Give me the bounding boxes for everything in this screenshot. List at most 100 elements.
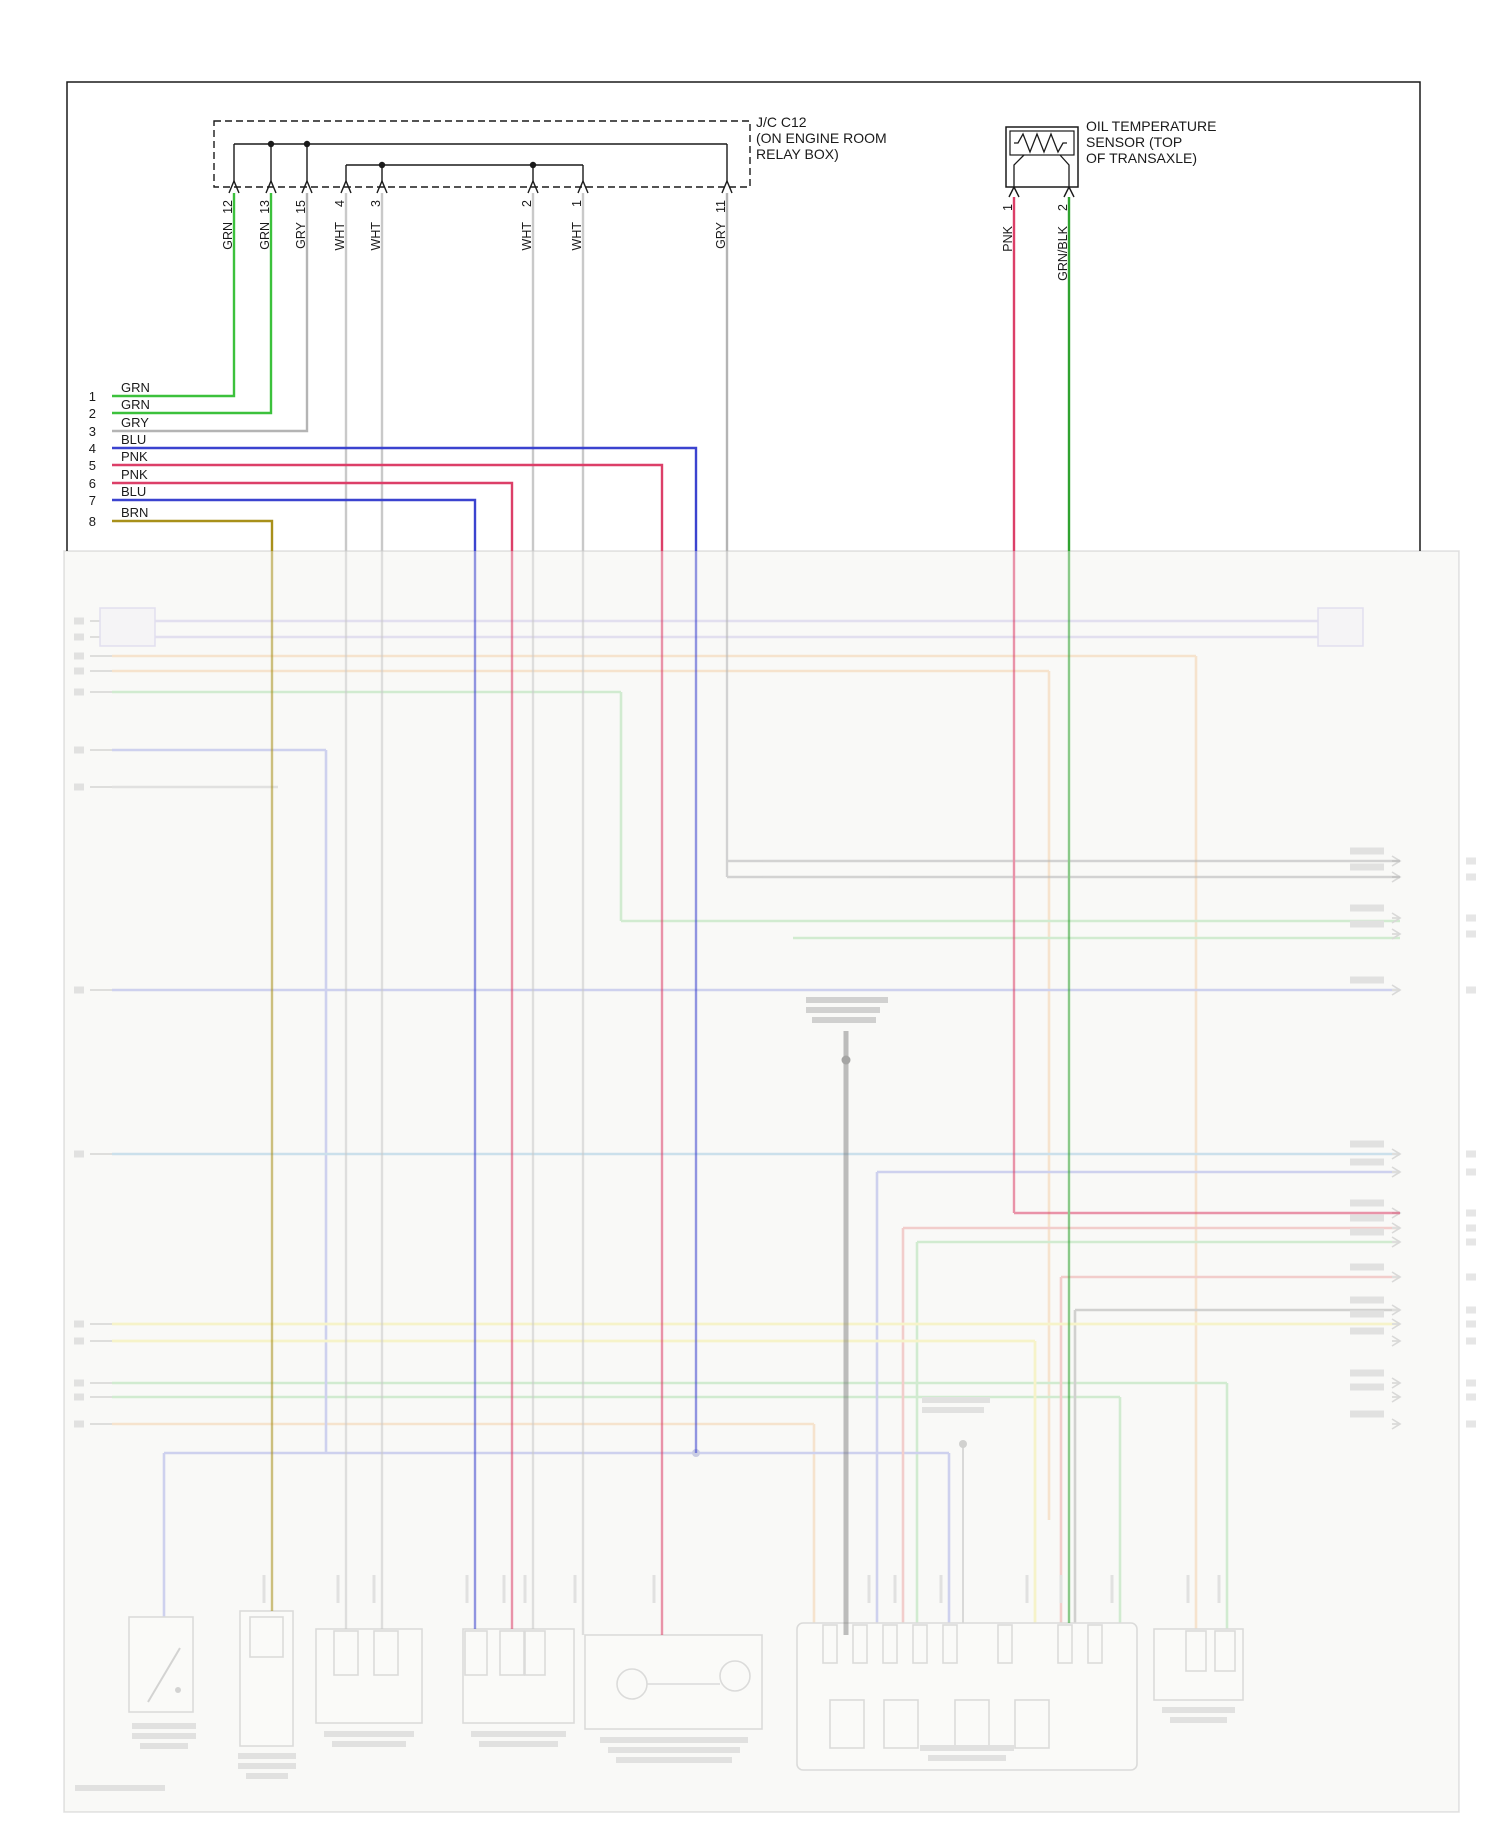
sensor-pin-1-color: PNK (1001, 225, 1015, 251)
junction-dashed-box (213, 120, 751, 188)
faded-component-box-1 (128, 1616, 194, 1713)
left-pin-2-color: GRN (121, 397, 150, 412)
junction-pin-stubs (233, 144, 728, 181)
faded-component-box-3-pin-a (333, 1630, 359, 1676)
faded-box6-pin (1087, 1624, 1103, 1664)
faded-component-box-7-pin-b (1214, 1630, 1236, 1672)
faded-yellow-wires (112, 1322, 1400, 1623)
junction-pin-11-color: GRY (714, 221, 728, 249)
faded-blue-wires (112, 748, 1400, 1623)
junction-pin-3-color: WHT (369, 222, 383, 251)
junction-label-line2: (ON ENGINE ROOM (756, 130, 887, 146)
faded-pin-labels (262, 1575, 1221, 1603)
faded-component-box-7 (1153, 1628, 1244, 1701)
faded-box6-pin (1057, 1624, 1073, 1664)
junction-pin-3-number: 3 (369, 200, 383, 207)
junction-pin-2-color: WHT (520, 222, 534, 251)
faded-component-box-5 (584, 1634, 763, 1730)
junction-pin-4-number: 4 (333, 200, 347, 207)
resistor-zigzag-icon (1014, 132, 1067, 154)
faded-switch-symbol (147, 1647, 181, 1703)
faded-darkgray-wire (1073, 1308, 1400, 1623)
faded-red-wires (901, 1226, 1400, 1623)
faded-box6-pin (882, 1624, 898, 1664)
left-pin-8-number: 8 (89, 514, 96, 529)
left-pin-8-color: BRN (121, 505, 148, 520)
wire-blu-row4 (112, 446, 698, 551)
main-wires (112, 193, 1071, 551)
faded-left-stubs (90, 620, 112, 1425)
faded-label-bars-mid (922, 1397, 990, 1413)
faded-connector-block-right (1317, 607, 1364, 647)
faded-orange-wires (112, 654, 1198, 1629)
wire-gry-15 (112, 193, 309, 433)
left-pin-7-color: BLU (121, 484, 146, 499)
wire-gry-11-cont (725, 551, 1400, 879)
junction-pin-12-color: GRN (221, 222, 235, 250)
faded-component-box-2-inner (249, 1616, 284, 1658)
faded-component-box-6 (796, 1622, 1138, 1771)
faded-connector-block-left (99, 607, 156, 647)
faded-component-box-7-pin-a (1185, 1630, 1207, 1672)
faded-left-pin-numbers (74, 617, 84, 1428)
faded-box6-pin (822, 1624, 838, 1664)
faded-right-wire-labels (1350, 847, 1384, 1418)
sensor-pin-1-number: 1 (1001, 204, 1015, 211)
wire-pnk-row6 (112, 481, 514, 551)
junction-pin-12-number: 12 (221, 200, 235, 214)
trunk-dot (841, 1055, 851, 1065)
junction-pin-11-number: 11 (714, 200, 728, 213)
faded-box6-cell (1014, 1699, 1050, 1749)
junction-label-line3: RELAY BOX) (756, 146, 839, 162)
faded-component-box-4-pin-b (499, 1630, 525, 1676)
junction-pin-15-number: 15 (294, 200, 308, 214)
left-pin-3-number: 3 (89, 424, 96, 439)
junction-pin-13-color: GRN (258, 222, 272, 250)
junction-label-line1: J/C C12 (756, 114, 807, 130)
wire-brn-row8 (112, 519, 274, 551)
sensor-pin-2-color: GRN/BLK (1056, 225, 1070, 281)
page-borders (66, 81, 1421, 551)
oil-temp-sensor: OIL TEMPERATURE SENSOR (TOP OF TRANSAXLE… (1001, 118, 1216, 281)
faded-sheet-tint (64, 551, 1459, 1812)
junction-pin-13-number: 13 (258, 200, 272, 214)
wire-grn-12 (112, 193, 236, 398)
left-pin-5-color: PNK (121, 449, 148, 464)
junction-pin-15-color: GRY (294, 221, 308, 249)
faded-component-box-5-circle-b (719, 1660, 751, 1692)
wire-pnk-sensor-cont (1012, 551, 1400, 1215)
left-connector-rows: 1 GRN 2 GRN 3 GRY 4 BLU 5 PNK 6 PNK 7 BL… (89, 380, 150, 529)
sensor-leads (1013, 154, 1070, 187)
left-pin-6-color: PNK (121, 467, 148, 482)
left-pin-4-number: 4 (89, 441, 96, 456)
faded-box6-cell (883, 1699, 919, 1749)
left-pin-3-color: GRY (121, 415, 149, 430)
wire-blu-row7 (112, 498, 477, 551)
faded-sheet-border (63, 550, 1460, 1813)
left-pin-4-color: BLU (121, 432, 146, 447)
left-pin-5-number: 5 (89, 458, 96, 473)
faded-purple-wires (155, 619, 1318, 639)
faded-components (128, 1610, 1244, 1771)
junction-pin-4-color: WHT (333, 222, 347, 251)
sensor-label-line3: OF TRANSAXLE) (1086, 150, 1197, 166)
faded-component-box-4-pin-a (464, 1630, 488, 1676)
faded-box6-cell (954, 1699, 990, 1749)
faded-diagram (63, 550, 1476, 1813)
junction-pin-2-number: 2 (520, 200, 534, 207)
wire-pnk-row5 (112, 463, 664, 551)
sensor-label-line1: OIL TEMPERATURE (1086, 118, 1216, 134)
faded-box6-pin (852, 1624, 868, 1664)
faded-component-box-2 (239, 1610, 294, 1747)
junction-c12: J/C C12 (ON ENGINE ROOM RELAY BOX) 12 GR… (213, 114, 887, 251)
faded-green-wires (112, 690, 1400, 1629)
left-pin-1-color: GRN (121, 380, 150, 395)
sensor-pin-2-number: 2 (1056, 204, 1070, 211)
junction-pin-arrows (228, 179, 733, 194)
faded-box6-pin (942, 1624, 958, 1664)
faded-component-box-4-pin-c (524, 1630, 546, 1676)
clear-sheet-border (66, 81, 1421, 551)
faded-component-box-4 (462, 1628, 575, 1724)
